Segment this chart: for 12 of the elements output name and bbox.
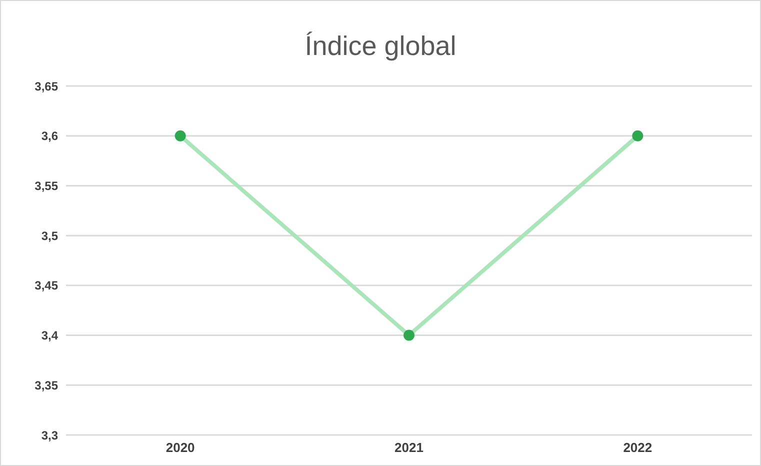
y-tick-label: 3,55: [34, 178, 58, 193]
y-tick-label: 3,35: [34, 378, 58, 392]
x-tick-label: 2021: [394, 440, 424, 456]
y-tick-label: 3,65: [34, 79, 58, 94]
chart-title: Índice global: [304, 31, 458, 62]
x-tick-label: 2022: [623, 440, 652, 456]
y-tick-label: 3,6: [41, 129, 58, 144]
y-tick-label: 3,5: [41, 228, 58, 243]
y-tick-label: 3,45: [34, 278, 58, 293]
y-tick-label: 3,4: [41, 328, 58, 343]
x-tick-label: 2020: [166, 440, 195, 456]
y-tick-label: 3,3: [41, 428, 58, 442]
